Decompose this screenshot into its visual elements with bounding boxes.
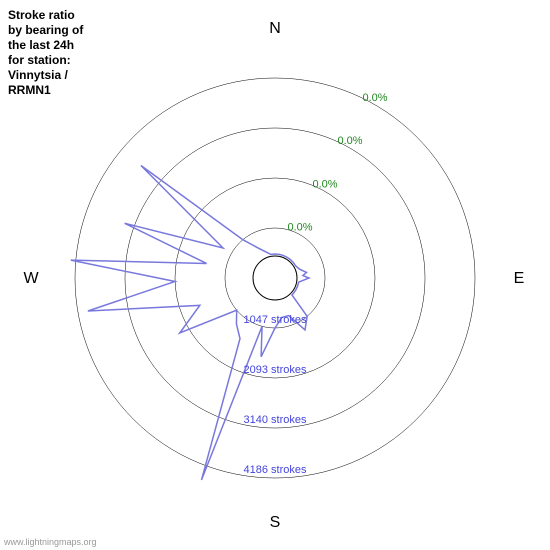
ring-pct-label: 0.0%	[287, 222, 312, 234]
cardinal-labels: N E S W	[23, 20, 524, 531]
stroke-labels: 1047 strokes 2093 strokes 3140 strokes 4186…	[244, 314, 307, 476]
ring-pct-label: 0.0%	[337, 135, 362, 147]
cardinal-n: N	[269, 20, 281, 37]
ring-stroke-label: 1047 strokes	[244, 314, 307, 326]
source-credit: www.lightningmaps.org	[4, 537, 97, 547]
ring-stroke-label: 4186 strokes	[244, 464, 307, 476]
center-hole	[253, 256, 297, 300]
pct-labels: 0.0% 0.0% 0.0% 0.0%	[287, 92, 387, 234]
ring-stroke-label: 3140 strokes	[244, 414, 307, 426]
cardinal-w: W	[23, 270, 39, 287]
cardinal-e: E	[514, 270, 525, 287]
polar-chart-container: Stroke ratio by bearing of the last 24h …	[0, 0, 550, 550]
ring-pct-label: 0.0%	[362, 92, 387, 104]
ring-stroke-label: 2093 strokes	[244, 364, 307, 376]
grid-ring	[175, 178, 375, 378]
ring-pct-label: 0.0%	[312, 178, 337, 190]
grid-ring	[125, 128, 425, 428]
polar-svg: N E S W 0.0% 0.0% 0.0% 0.0% 1047 strokes 2093 s…	[0, 0, 550, 550]
cardinal-s: S	[270, 514, 281, 531]
